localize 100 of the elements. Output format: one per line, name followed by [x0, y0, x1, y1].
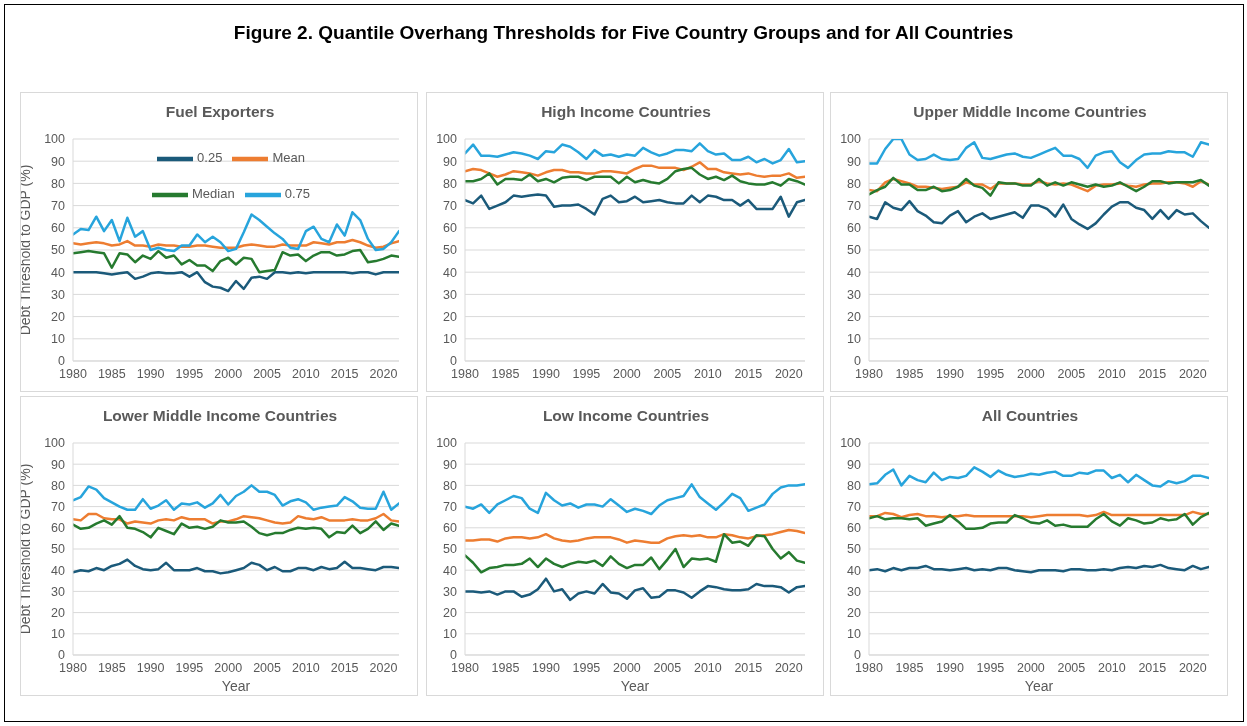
y-tick-label: 60	[443, 221, 458, 236]
y-tick-label: 40	[443, 265, 458, 280]
y-tick-label: 40	[847, 563, 862, 578]
y-tick-label: 70	[443, 199, 458, 214]
chart-title: Low Income Countries	[541, 407, 711, 425]
x-tick-label: 2000	[613, 660, 641, 675]
line-series	[465, 161, 805, 180]
x-tick-label: 2000	[1017, 366, 1045, 381]
y-tick-label: 100	[840, 436, 862, 451]
legend-label: Median	[192, 186, 235, 202]
x-tick-label: 1980	[59, 660, 87, 675]
x-tick-label: 1995	[572, 660, 601, 675]
x-tick-label: 2010	[291, 660, 320, 675]
x-tick-label: 2010	[693, 366, 722, 381]
x-tick-label: 2020	[774, 366, 803, 381]
x-tick-label: 1980	[855, 366, 883, 381]
y-tick-label: 80	[443, 176, 458, 191]
line-series	[465, 528, 805, 544]
x-tick-label: 2005	[253, 366, 281, 381]
x-tick-label: 2020	[1178, 660, 1207, 675]
chart-title: Lower Middle Income Countries	[101, 407, 339, 425]
x-tick-label: 1990	[936, 660, 964, 675]
line-series	[73, 558, 399, 575]
x-tick-label: 1995	[976, 366, 1005, 381]
y-tick-label: 50	[847, 243, 862, 258]
x-tick-label: 2020	[369, 660, 398, 675]
y-tick-label: 0	[450, 354, 458, 369]
x-tick-label: 1990	[532, 366, 560, 381]
y-tick-label: 10	[847, 627, 862, 642]
y-tick-label: 40	[847, 265, 862, 280]
y-tick-label: 10	[847, 332, 862, 347]
x-tick-label: 2015	[734, 660, 763, 675]
x-tick-label: 2010	[1097, 660, 1126, 675]
x-tick-label: 2020	[369, 366, 398, 381]
x-tick-label: 2020	[774, 660, 803, 675]
x-tick-label: 1980	[855, 660, 883, 675]
y-tick-label: 80	[847, 478, 862, 493]
x-tick-label: 1990	[136, 660, 165, 675]
legend-label: 0.75	[284, 186, 310, 202]
y-tick-label: 20	[51, 606, 66, 621]
y-tick-label: 90	[443, 154, 458, 169]
x-tick-label: 1980	[451, 366, 479, 381]
x-tick-label: 1985	[491, 366, 520, 381]
y-tick-label: 60	[51, 221, 66, 236]
y-tick-label: 30	[443, 287, 458, 302]
text: Figure 2. Quantile Overhang Thresholds for Five Country Groups and for All Countries	[232, 22, 1015, 44]
x-tick-label: 2005	[653, 366, 682, 381]
y-tick-label: 60	[847, 221, 862, 236]
line-series	[465, 142, 805, 165]
x-tick-label: 1985	[97, 660, 126, 675]
line-series	[73, 512, 399, 525]
line-series	[465, 193, 805, 218]
line-series	[869, 199, 1209, 231]
x-tick-label: 1985	[491, 660, 520, 675]
y-tick-label: 40	[51, 563, 66, 578]
chart-title: All Countries	[980, 407, 1080, 425]
line-series	[73, 248, 399, 274]
x-tick-label: 2005	[653, 660, 682, 675]
line-series	[869, 511, 1209, 531]
y-tick-label: 20	[847, 606, 862, 621]
y-tick-label: 0	[450, 648, 458, 663]
y-tick-label: 80	[51, 176, 66, 191]
y-tick-label: 90	[51, 154, 66, 169]
x-tick-label: 2015	[1138, 660, 1167, 675]
x-tick-label: 2000	[214, 366, 243, 381]
x-axis-title: Year	[1024, 678, 1054, 694]
y-tick-label: 40	[443, 563, 458, 578]
y-tick-label: 30	[847, 287, 862, 302]
y-tick-label: 40	[51, 265, 66, 280]
x-tick-label: 1980	[451, 660, 479, 675]
y-tick-label: 50	[443, 243, 458, 258]
y-tick-label: 100	[44, 436, 66, 451]
legend-label: 0.25	[197, 150, 223, 166]
x-tick-label: 1980	[59, 366, 87, 381]
y-tick-label: 10	[443, 627, 458, 642]
y-tick-label: 80	[51, 478, 66, 493]
legend-label: Mean	[272, 150, 305, 166]
y-tick-label: 20	[847, 310, 862, 325]
y-tick-label: 50	[443, 542, 458, 557]
x-tick-label: 1990	[136, 366, 165, 381]
y-tick-label: 100	[840, 132, 862, 147]
x-tick-label: 1990	[936, 366, 964, 381]
y-tick-label: 50	[51, 243, 66, 258]
x-tick-label: 1995	[175, 660, 204, 675]
y-tick-label: 0	[854, 648, 862, 663]
y-tick-label: 10	[51, 627, 66, 642]
x-tick-label: 2000	[214, 660, 243, 675]
y-tick-label: 0	[854, 354, 862, 369]
y-tick-label: 30	[443, 584, 458, 599]
x-tick-label: 1985	[895, 660, 924, 675]
line-series	[465, 532, 805, 574]
y-tick-label: 30	[51, 287, 66, 302]
y-tick-label: 10	[443, 332, 458, 347]
x-tick-label: 2010	[693, 660, 722, 675]
x-tick-label: 2015	[330, 660, 359, 675]
x-tick-label: 1985	[895, 366, 924, 381]
line-series	[465, 483, 805, 516]
x-axis-title: Year	[620, 678, 650, 694]
x-tick-label: 2005	[1057, 660, 1086, 675]
y-tick-label: 100	[436, 132, 458, 147]
